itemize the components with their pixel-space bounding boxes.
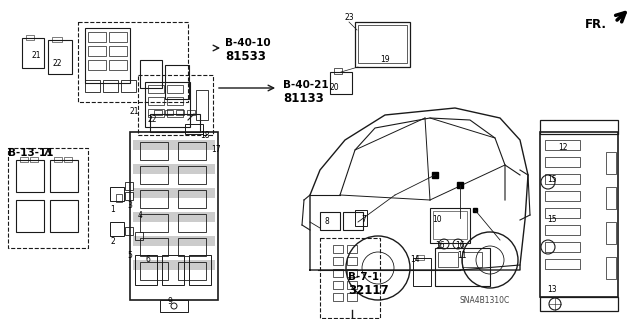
Text: 15: 15 <box>547 175 557 184</box>
Text: 3: 3 <box>127 201 132 210</box>
Text: 13: 13 <box>547 286 557 294</box>
Text: 7: 7 <box>362 216 367 225</box>
Polygon shape <box>133 212 215 222</box>
Text: FR.: FR. <box>585 18 607 31</box>
Text: 9: 9 <box>168 298 172 307</box>
Polygon shape <box>133 260 215 270</box>
Text: 6: 6 <box>145 256 150 264</box>
Text: 23: 23 <box>344 13 354 23</box>
Polygon shape <box>133 140 215 150</box>
Text: 2: 2 <box>111 238 115 247</box>
Text: 21: 21 <box>129 108 139 116</box>
Text: B-40-10: B-40-10 <box>225 38 271 48</box>
Text: 18: 18 <box>200 130 210 139</box>
Text: 21: 21 <box>31 50 41 60</box>
Text: B-13-11: B-13-11 <box>8 148 54 158</box>
Text: 19: 19 <box>380 56 390 64</box>
Text: 81133: 81133 <box>283 92 324 105</box>
Text: SNA4B1310C: SNA4B1310C <box>460 296 510 305</box>
Polygon shape <box>133 164 215 174</box>
Text: B-7-1: B-7-1 <box>348 272 379 282</box>
Polygon shape <box>133 188 215 198</box>
Text: B-40-21: B-40-21 <box>283 80 328 90</box>
Text: 12: 12 <box>558 144 568 152</box>
Text: 17: 17 <box>211 145 221 154</box>
Text: 22: 22 <box>147 115 157 124</box>
Text: 15: 15 <box>547 216 557 225</box>
Text: 16: 16 <box>435 241 445 250</box>
Text: 11: 11 <box>457 250 467 259</box>
Text: 4: 4 <box>138 211 143 219</box>
Text: 1: 1 <box>111 205 115 214</box>
Polygon shape <box>133 236 215 246</box>
Text: 8: 8 <box>324 218 330 226</box>
Text: 20: 20 <box>329 83 339 92</box>
Text: 81533: 81533 <box>225 50 266 63</box>
Text: 10: 10 <box>432 216 442 225</box>
Text: 5: 5 <box>127 250 132 259</box>
Text: 14: 14 <box>410 256 420 264</box>
Text: 22: 22 <box>52 58 61 68</box>
Text: 32117: 32117 <box>348 284 388 297</box>
Text: 16: 16 <box>455 241 465 250</box>
